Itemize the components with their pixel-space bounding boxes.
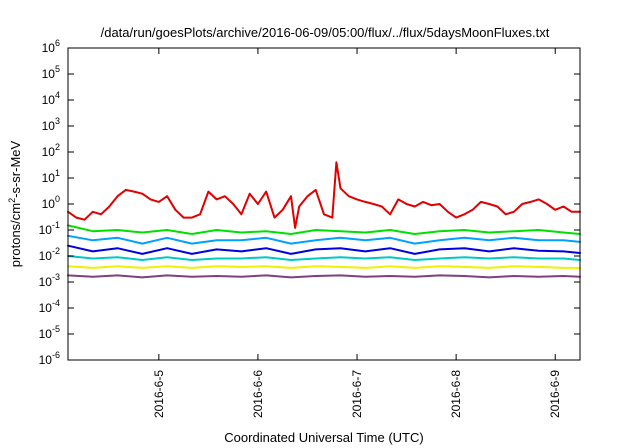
series-line	[67, 265, 581, 269]
y-tick-label: 10-2	[39, 246, 60, 263]
y-tick-label: 10-6	[39, 350, 60, 367]
x-tick-label: 2016-6-5	[152, 370, 166, 418]
y-tick-label: 103	[42, 116, 60, 133]
y-tick-label: 101	[42, 168, 60, 185]
x-tick-label: 2016-6-9	[548, 370, 562, 418]
y-tick-label: 106	[42, 38, 60, 55]
series-line	[67, 234, 581, 245]
chart-title: /data/run/goesPlots/archive/2016-06-09/0…	[101, 25, 550, 40]
y-axis-label-text-end: -s-sr-MeV	[8, 140, 23, 197]
y-axis: 10-6 10-5 10-4 10-3 10-2 10-1 100 101 102 103 104 1…	[39, 38, 580, 367]
series-line	[67, 224, 581, 235]
y-tick-label: 104	[42, 90, 60, 107]
x-tick-label: 2016-6-7	[350, 370, 364, 418]
x-axis-label: Coordinated Universal Time (UTC)	[224, 430, 423, 445]
y-tick-label: 102	[42, 142, 60, 159]
plot-frame	[67, 47, 581, 361]
series-line	[67, 255, 581, 261]
y-axis-label: protons/cm2-s-sr-MeV	[7, 140, 23, 267]
series-line	[67, 274, 581, 279]
series-line	[67, 161, 581, 229]
x-tick-label: 2016-6-6	[251, 370, 265, 418]
x-tick-label: 2016-6-8	[449, 370, 463, 418]
x-axis: 2016-6-5 2016-6-6 2016-6-7 2016-6-8 2016-6-9	[152, 48, 562, 418]
y-tick-label: 10-3	[39, 272, 60, 289]
y-tick-label: 100	[42, 194, 60, 211]
y-tick-label: 10-1	[39, 220, 60, 237]
y-axis-label-superscript: 2	[7, 198, 17, 203]
series-layer	[67, 161, 581, 279]
series-line	[67, 244, 581, 255]
y-tick-label: 10-4	[39, 298, 60, 315]
y-tick-label: 10-5	[39, 324, 60, 341]
y-tick-label: 105	[42, 64, 60, 81]
y-axis-label-text: protons/cm	[8, 203, 23, 267]
